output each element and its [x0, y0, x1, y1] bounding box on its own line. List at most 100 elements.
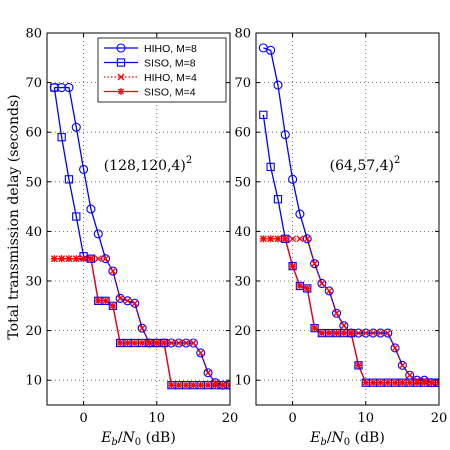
data-point — [58, 255, 66, 263]
data-point — [116, 43, 126, 53]
data-point — [296, 235, 304, 243]
data-point — [274, 235, 282, 243]
data-point — [369, 329, 377, 337]
data-point — [406, 371, 414, 379]
data-point — [267, 235, 275, 243]
data-point — [181, 338, 191, 348]
y-tick-label: 50 — [234, 175, 251, 190]
data-point — [108, 301, 118, 310]
data-point — [406, 379, 414, 387]
y-axis-label: Total transmission delay (seconds) — [6, 94, 22, 339]
legend-entry: SISO, M=4 — [144, 87, 196, 99]
legend-entry: HIHO, M=8 — [144, 43, 197, 55]
y-tick-label: 20 — [25, 324, 42, 339]
data-point — [289, 262, 297, 270]
data-point — [302, 234, 312, 244]
data-point — [109, 302, 117, 310]
code-annotation: (64,57,4)2 — [330, 155, 401, 174]
data-point — [333, 309, 340, 317]
data-point — [138, 324, 146, 332]
y-tick-label: 60 — [25, 126, 42, 141]
data-point — [391, 379, 399, 387]
data-point — [109, 267, 117, 275]
right-panel: 0 10 20 10 20 30 40 50 60 70 80 Eb/N0 (dB) (64,57,4)… — [234, 27, 447, 449]
data-point — [390, 343, 400, 353]
data-point — [318, 280, 326, 287]
data-point — [383, 328, 393, 338]
data-point — [428, 379, 436, 387]
data-point — [259, 110, 268, 119]
plot-area — [49, 83, 230, 390]
x-axis-label: Eb/N0 (dB) — [100, 430, 176, 448]
data-point — [281, 235, 289, 243]
data-point — [102, 255, 110, 263]
data-point — [331, 308, 342, 318]
data-point — [153, 339, 161, 347]
y-tick-label: 50 — [25, 175, 42, 190]
data-point — [288, 261, 297, 271]
data-point — [211, 381, 219, 389]
data-point — [174, 338, 184, 348]
data-point — [362, 329, 370, 337]
series-line — [263, 238, 439, 384]
series-line — [262, 114, 439, 384]
series-line — [263, 238, 439, 384]
x-tick-label: 0 — [288, 411, 296, 426]
data-point — [398, 379, 406, 387]
data-point — [131, 339, 139, 347]
data-point — [94, 297, 102, 305]
data-point — [375, 328, 385, 338]
data-point — [303, 235, 311, 243]
data-point — [311, 260, 319, 268]
y-tick-label: 60 — [234, 126, 251, 141]
data-point — [317, 278, 327, 289]
data-point — [266, 162, 275, 172]
data-point — [189, 381, 197, 389]
data-point — [65, 255, 73, 263]
data-point — [347, 329, 355, 337]
data-point — [397, 360, 407, 370]
y-tick-label: 80 — [234, 27, 251, 42]
data-point — [117, 88, 125, 95]
y-tick-label: 30 — [25, 275, 42, 290]
data-point — [86, 204, 96, 214]
y-tick-label: 40 — [234, 225, 251, 240]
x-tick-label: 20 — [222, 411, 239, 426]
y-tick-label: 30 — [234, 275, 251, 290]
y-tick-label: 10 — [25, 374, 42, 389]
data-point — [273, 195, 283, 204]
y-tick-label: 80 — [25, 27, 42, 42]
y-tick-label: 40 — [25, 225, 42, 240]
x-tick-label: 0 — [79, 411, 87, 426]
series-line — [54, 258, 230, 386]
y-tick-label: 10 — [234, 374, 251, 389]
legend: HIHO, M=8 SISO, M=8 HIHO, M=4 SISO, M=4 — [97, 37, 227, 103]
data-point — [310, 323, 319, 333]
data-point — [160, 339, 168, 347]
data-point — [116, 294, 124, 302]
data-point — [384, 329, 392, 337]
data-point — [273, 80, 283, 90]
data-point — [333, 329, 341, 337]
data-point — [376, 329, 384, 337]
data-point — [175, 339, 183, 347]
data-point — [167, 339, 175, 347]
data-point — [413, 379, 421, 387]
data-point — [289, 235, 297, 243]
data-point — [398, 361, 406, 369]
data-point — [72, 255, 80, 263]
data-point — [325, 287, 333, 295]
data-point — [266, 45, 276, 55]
data-point — [296, 282, 304, 290]
data-point — [347, 328, 356, 338]
data-point — [369, 379, 377, 387]
data-point — [124, 297, 131, 305]
data-point — [182, 339, 190, 347]
data-point — [420, 379, 428, 387]
legend-entry: HIHO, M=4 — [144, 72, 197, 84]
data-point — [295, 209, 305, 219]
data-point — [196, 348, 206, 358]
data-point — [354, 361, 363, 370]
data-point — [318, 329, 326, 337]
data-point — [50, 255, 58, 263]
